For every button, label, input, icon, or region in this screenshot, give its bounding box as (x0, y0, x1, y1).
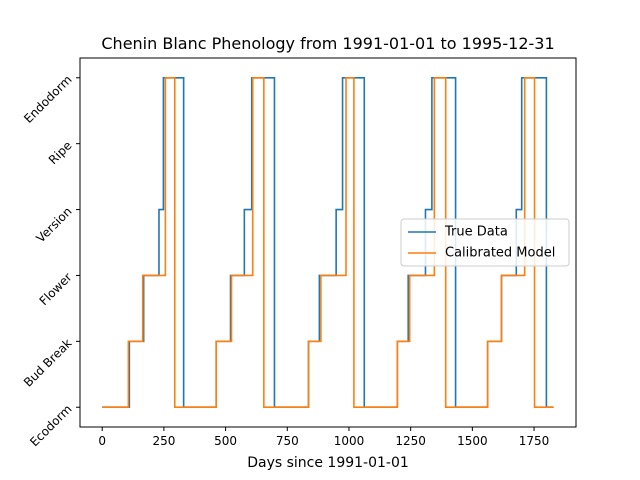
y-tick-label: Flower (37, 270, 75, 308)
legend-label: Calibrated Model (445, 246, 555, 261)
y-tick-label: Endodorm (21, 72, 74, 125)
series-layer (102, 76, 554, 409)
plot-frame (79, 57, 577, 428)
x-tick-label: 250 (152, 434, 175, 448)
series-line-calibrated-model (102, 76, 554, 409)
x-tick-label: 1000 (334, 434, 365, 448)
x-tick-label: 0 (98, 434, 106, 448)
x-axis: 0 250 500 750 1000 1250 1500 1750 (98, 427, 549, 448)
x-tick-label: 500 (214, 434, 237, 448)
legend-label: True Data (444, 225, 508, 240)
x-tick-label: 1750 (519, 434, 550, 448)
y-tick-label: Version (33, 204, 74, 245)
x-tick-label: 1250 (395, 434, 426, 448)
chart-title: Chenin Blanc Phenology from 1991-01-01 t… (101, 34, 554, 53)
x-tick-label: 750 (276, 434, 299, 448)
x-tick-label: 1500 (457, 434, 488, 448)
y-tick-label: Bud Break (21, 336, 75, 390)
x-axis-label: Days since 1991-01-01 (247, 455, 409, 471)
legend-box (400, 218, 570, 267)
y-tick-label: Ripe (46, 138, 75, 167)
y-tick-label: Ecodorm (27, 402, 74, 449)
legend: True Data Calibrated Model (400, 218, 570, 267)
y-axis: Ecodorm Bud Break Flower Version Ripe Endodor… (21, 72, 80, 449)
